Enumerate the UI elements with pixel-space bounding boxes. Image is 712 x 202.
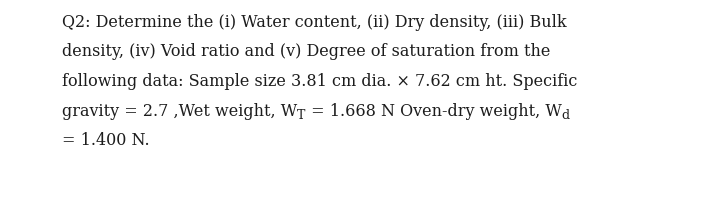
Text: gravity = 2.7 ,Wet weight, W: gravity = 2.7 ,Wet weight, W <box>62 102 297 120</box>
Text: d: d <box>562 109 570 122</box>
Text: density, (iv) Void ratio and (v) Degree of saturation from the: density, (iv) Void ratio and (v) Degree … <box>62 43 550 61</box>
Text: = 1.400 N.: = 1.400 N. <box>62 132 150 149</box>
Text: Q2: Determine the (i) Water content, (ii) Dry density, (iii) Bulk: Q2: Determine the (i) Water content, (ii… <box>62 14 567 31</box>
Text: = 1.668 N Oven-dry weight, W: = 1.668 N Oven-dry weight, W <box>305 102 562 120</box>
Text: following data: Sample size 3.81 cm dia. × 7.62 cm ht. Specific: following data: Sample size 3.81 cm dia.… <box>62 73 577 90</box>
Text: T: T <box>297 109 305 122</box>
